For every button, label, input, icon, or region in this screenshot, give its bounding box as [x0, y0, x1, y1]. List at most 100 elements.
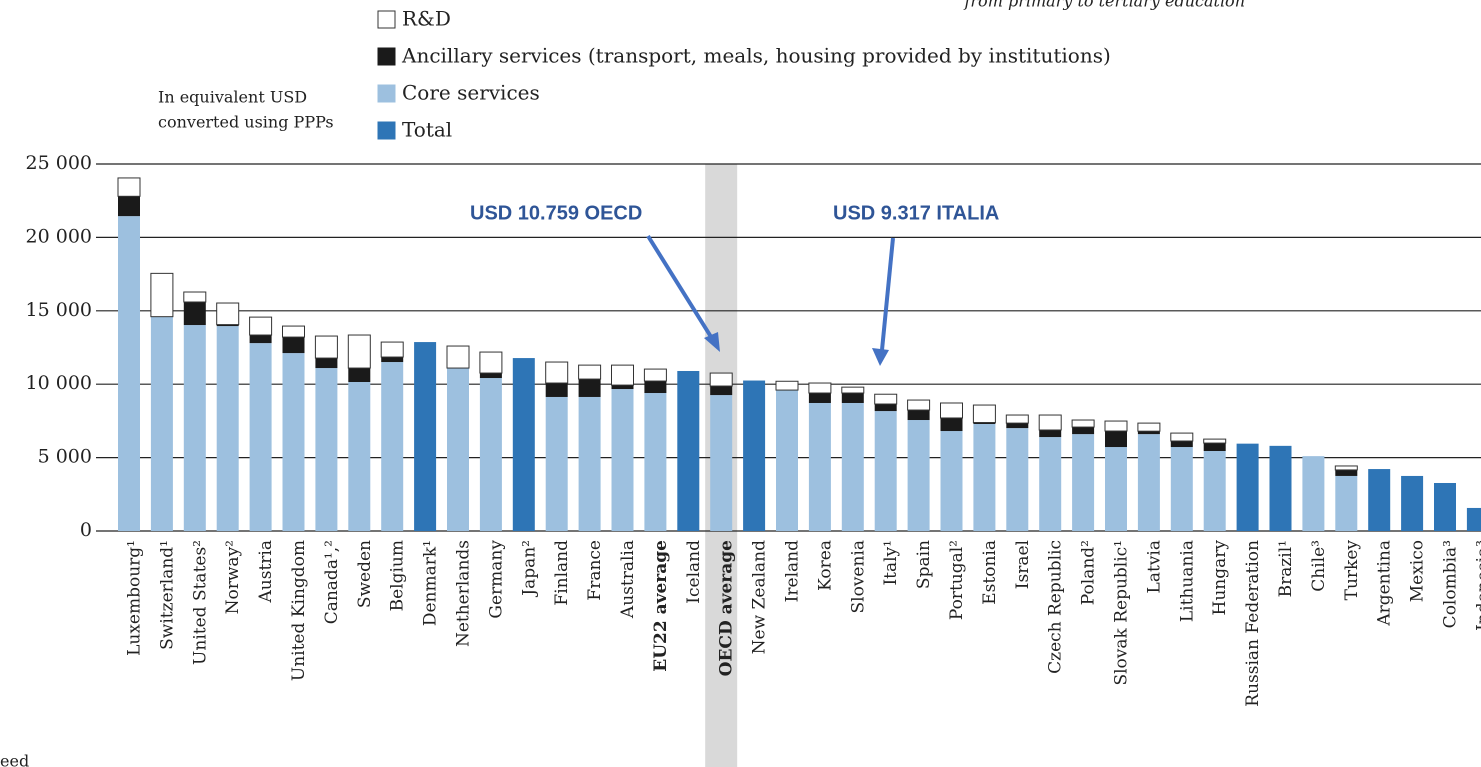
- x-tick-label: Japan²: [519, 540, 539, 598]
- x-tick-label: Germany: [486, 540, 506, 619]
- x-tick-label: New Zealand: [750, 540, 770, 654]
- arrow: [646, 234, 715, 342]
- bar-segment: [1006, 428, 1029, 531]
- x-tick-label: Russian Federation: [1243, 540, 1263, 707]
- x-tick-label: Belgium: [388, 540, 408, 611]
- bar-segment: [1335, 469, 1358, 476]
- x-tick-label: Brazil¹: [1276, 540, 1296, 597]
- bar-segment: [1236, 443, 1259, 531]
- bar-segment: [282, 337, 305, 354]
- bar-segment: [1269, 445, 1292, 531]
- bar-segment: [414, 342, 437, 531]
- bar-segment: [874, 404, 897, 412]
- bar-segment: [1466, 507, 1481, 531]
- bar-segment: [841, 386, 865, 394]
- x-tick-label: Sweden: [355, 540, 375, 608]
- bar-segment: [117, 177, 141, 197]
- legend-label: Core services: [402, 81, 540, 105]
- bar-segment: [1302, 456, 1325, 531]
- y-tick-label: 5 000: [38, 446, 92, 468]
- bar-segment: [1039, 430, 1062, 438]
- bar-segment: [775, 380, 799, 391]
- axis-note: In equivalent USD: [158, 88, 307, 107]
- bar-segment: [380, 341, 404, 358]
- x-tick-label: France: [585, 540, 605, 601]
- bar-segment: [841, 402, 864, 531]
- bar-segment: [1203, 438, 1227, 444]
- bar-segment: [611, 389, 634, 531]
- x-tick-label: Austria: [256, 540, 276, 603]
- bar-segment: [1005, 414, 1029, 424]
- bar-segment: [1038, 414, 1062, 431]
- bar-segment: [808, 402, 831, 531]
- annotation: USD 9.317 ITALIA: [833, 202, 999, 224]
- legend-label: Total: [402, 118, 452, 142]
- bar-segment: [940, 417, 963, 432]
- x-tick-label: Chile³: [1309, 540, 1329, 592]
- bar-segment: [1334, 465, 1358, 471]
- bar-segment: [874, 411, 897, 531]
- bar-segment: [907, 410, 930, 421]
- bar-segment: [644, 393, 667, 531]
- bar-segment: [677, 370, 700, 531]
- top-note: from primary to tertiary education: [963, 0, 1245, 11]
- x-tick-label: Spain: [914, 540, 934, 589]
- bar-segment: [183, 301, 206, 326]
- x-tick-label: Australia: [618, 540, 638, 619]
- corner-text: eed: [0, 752, 29, 767]
- bar-segment: [545, 396, 568, 531]
- x-tick-label: Slovak Republic¹: [1112, 540, 1132, 686]
- bar-segment: [578, 364, 602, 380]
- bar-segment: [347, 334, 371, 369]
- y-tick-label: 25 000: [26, 152, 92, 174]
- bar-segment: [1170, 447, 1193, 531]
- bar-segment: [150, 272, 174, 318]
- bar-segment: [118, 216, 140, 531]
- x-tick-label: Czech Republic: [1046, 540, 1066, 674]
- bar-segment: [1071, 419, 1095, 428]
- x-tick-label: Argentina: [1375, 540, 1395, 627]
- bar-segment: [611, 364, 634, 386]
- bar-segment: [512, 358, 535, 531]
- bar-segment: [315, 368, 338, 531]
- bar-segment: [940, 402, 963, 419]
- x-tick-label: Hungary: [1210, 540, 1230, 616]
- bar-segment: [216, 302, 240, 326]
- bar-segment: [743, 380, 766, 531]
- bar-segment: [643, 368, 667, 382]
- bar-segment: [709, 372, 733, 387]
- x-tick-label: Slovenia: [848, 540, 868, 614]
- bar-segment: [249, 343, 272, 531]
- bar-segment: [249, 316, 273, 336]
- bar-segment: [381, 362, 404, 531]
- bar-segment: [1039, 437, 1062, 531]
- x-tick-label: Israel: [1013, 540, 1033, 589]
- bar-segment: [940, 431, 963, 531]
- bar-segment: [1401, 475, 1424, 531]
- bar-segment: [1072, 434, 1095, 531]
- x-tick-label: Estonia: [980, 540, 1000, 605]
- bar-segment: [644, 381, 667, 394]
- bar-segment: [348, 381, 371, 531]
- arrow-head: [872, 348, 889, 366]
- y-tick-label: 20 000: [26, 225, 92, 247]
- bar-segment: [907, 399, 931, 411]
- x-tick-label: Portugal²: [947, 540, 967, 620]
- y-tick-label: 10 000: [26, 372, 92, 394]
- bar-segment: [1203, 443, 1226, 451]
- arrow: [880, 237, 895, 351]
- x-tick-label: Luxembourg¹: [125, 540, 145, 656]
- bar-segment: [282, 353, 305, 531]
- bar-segment: [1203, 450, 1226, 531]
- bar-segment: [447, 368, 469, 531]
- x-tick-label: Denmark¹: [421, 540, 441, 626]
- bar-segment: [1368, 469, 1391, 531]
- bar-segment: [183, 325, 206, 531]
- x-tick-label: United Kingdom: [289, 540, 309, 681]
- bar-segment: [315, 358, 338, 369]
- x-tick-label: Finland: [552, 540, 572, 606]
- bar-segment: [1335, 475, 1358, 531]
- y-tick-label: 0: [80, 519, 92, 541]
- x-tick-label: Italy¹: [881, 540, 901, 586]
